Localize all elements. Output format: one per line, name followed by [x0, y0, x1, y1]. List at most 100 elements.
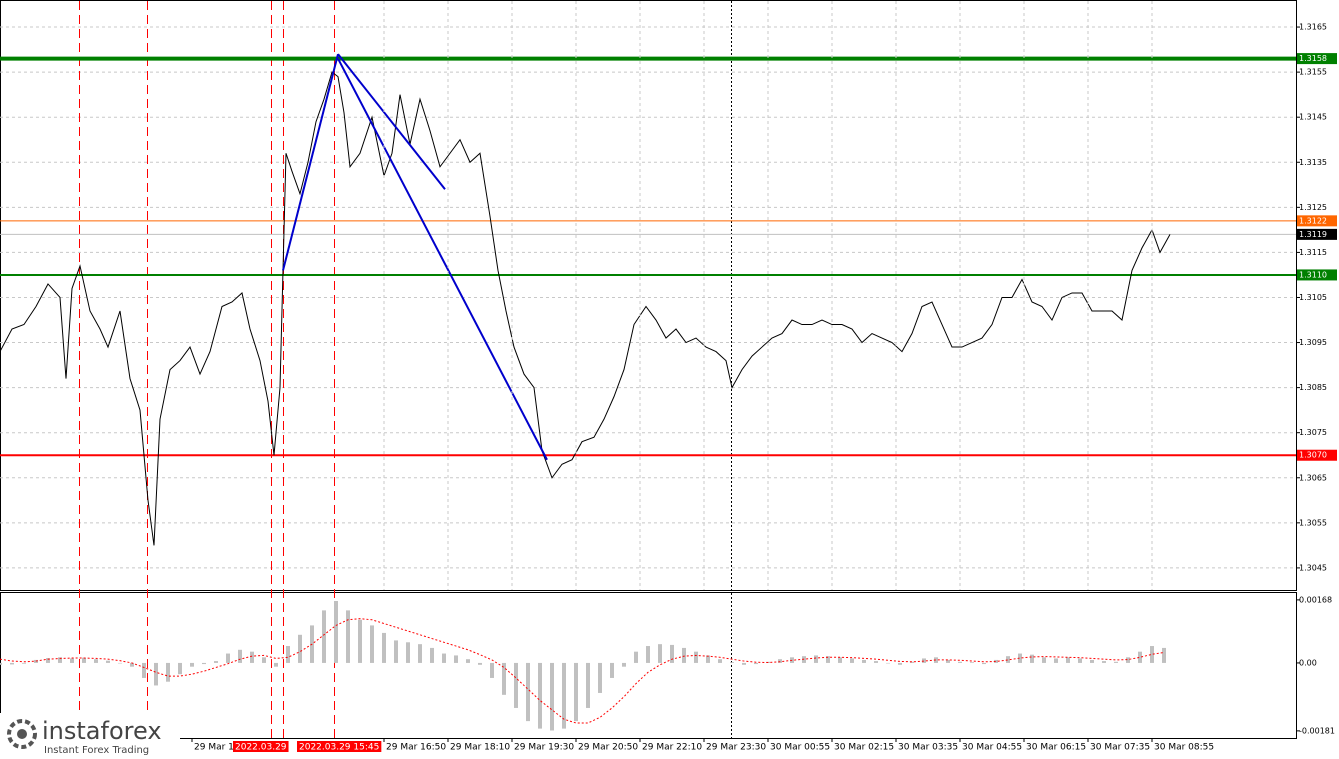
logo: instaforex Instant Forex Trading — [0, 713, 180, 759]
histogram-bar — [550, 662, 554, 731]
highlight-label: 2022.03.29 — [235, 743, 287, 753]
histogram-bar — [754, 662, 758, 665]
histogram-bar — [1138, 651, 1142, 663]
x-tick-label: 29 Mar 16:50 — [386, 743, 446, 753]
level-label: 1.3110 — [1299, 270, 1327, 279]
histogram-bar — [262, 657, 266, 663]
histogram-bar — [334, 601, 338, 663]
histogram-bar — [58, 657, 62, 663]
trendline — [282, 53, 339, 271]
histogram-bar — [94, 659, 98, 663]
histogram-bar — [22, 662, 26, 664]
histogram-bar — [922, 658, 926, 663]
highlight-label: 2022.03.29 15:45 — [299, 743, 379, 753]
y-tick-label: 1.3075 — [1299, 428, 1327, 437]
histogram-bar — [394, 640, 398, 663]
histogram-bar — [1018, 653, 1022, 663]
y-tick-label: 1.3135 — [1299, 158, 1327, 167]
signal-line — [0, 618, 1165, 724]
logo-icon — [7, 719, 37, 749]
histogram-bar — [1126, 657, 1130, 663]
histogram-bar — [646, 646, 650, 663]
histogram-bar — [46, 658, 50, 663]
trendline — [337, 53, 446, 190]
histogram-bar — [670, 644, 674, 663]
histogram-bar — [298, 634, 302, 663]
histogram-bar — [946, 659, 950, 663]
histogram-bar — [1078, 658, 1082, 663]
histogram-bar — [358, 619, 362, 663]
histogram-bar — [622, 662, 626, 667]
level-label: 1.3119 — [1299, 230, 1327, 239]
y-tick-label: 1.3065 — [1299, 473, 1327, 482]
histogram-bar — [322, 610, 326, 663]
histogram-bar — [0, 662, 2, 665]
y-tick-label: 1.3125 — [1299, 203, 1327, 212]
y-tick-label: 1.3165 — [1299, 23, 1327, 32]
histogram-bar — [682, 647, 686, 663]
histogram-bar — [862, 659, 866, 663]
histogram-bar — [778, 659, 782, 663]
histogram-bar — [1162, 647, 1166, 663]
x-tick-label: 29 Mar 1 — [194, 743, 234, 753]
x-tick-label: 30 Mar 06:15 — [1026, 743, 1086, 753]
logo-name: instaforex — [42, 717, 162, 745]
histogram-bar — [10, 662, 14, 665]
y-tick-label: 0.00168 — [1299, 595, 1332, 604]
price-panel — [0, 0, 1297, 591]
highlight-box — [297, 741, 382, 752]
macd-panel — [0, 592, 1297, 739]
x-tick-label: 29 Mar 22:10 — [642, 743, 702, 753]
x-tick-label: 30 Mar 04:55 — [962, 743, 1022, 753]
histogram-bar — [598, 662, 602, 693]
histogram-bar — [706, 655, 710, 663]
histogram-bar — [814, 655, 818, 663]
y-tick-label: 1.3085 — [1299, 383, 1327, 392]
histogram-bar — [286, 646, 290, 663]
histogram-bar — [610, 662, 614, 678]
histogram-bar — [430, 647, 434, 663]
histogram-bar — [874, 661, 878, 663]
histogram-bar — [418, 644, 422, 663]
histogram-bar — [982, 662, 986, 665]
logo-background — [0, 713, 180, 759]
histogram-bar — [850, 658, 854, 663]
histogram-bar — [994, 659, 998, 663]
histogram-bar — [142, 662, 146, 678]
x-tick-label: 30 Mar 02:15 — [834, 743, 894, 753]
histogram-bar — [490, 662, 494, 678]
histogram-bar — [166, 662, 170, 682]
histogram-bar — [634, 651, 638, 663]
histogram-bar — [526, 662, 530, 722]
histogram-bar — [574, 662, 578, 722]
level-label: 1.3122 — [1299, 216, 1327, 225]
histogram-bar — [478, 662, 482, 665]
x-tick-label: 30 Mar 03:35 — [898, 743, 958, 753]
x-tick-label: 29 Mar 23:30 — [706, 743, 766, 753]
level-label-box — [1297, 449, 1337, 461]
histogram-bar — [154, 662, 158, 686]
histogram-bar — [958, 661, 962, 663]
histogram-bar — [910, 661, 914, 663]
histogram-bar — [1090, 659, 1094, 663]
y-tick-label: 1.3055 — [1299, 518, 1327, 527]
histogram-bar — [226, 653, 230, 663]
histogram-bar — [118, 662, 122, 664]
histogram-bar — [826, 656, 830, 663]
y-tick-label: 1.3095 — [1299, 338, 1327, 347]
histogram-bar — [442, 653, 446, 663]
histogram-bar — [1030, 654, 1034, 663]
histogram-bar — [274, 662, 278, 667]
logo-tagline: Instant Forex Trading — [44, 745, 149, 756]
histogram-bar — [346, 610, 350, 663]
x-tick-label: 29 Mar 19:30 — [514, 743, 574, 753]
level-label-box — [1297, 215, 1337, 227]
histogram-bar — [694, 651, 698, 663]
histogram-bar — [718, 659, 722, 663]
histogram-bar — [238, 649, 242, 663]
histogram-bar — [886, 662, 890, 664]
y-tick-label: 1.3155 — [1299, 68, 1327, 77]
histogram-bar — [106, 660, 110, 663]
